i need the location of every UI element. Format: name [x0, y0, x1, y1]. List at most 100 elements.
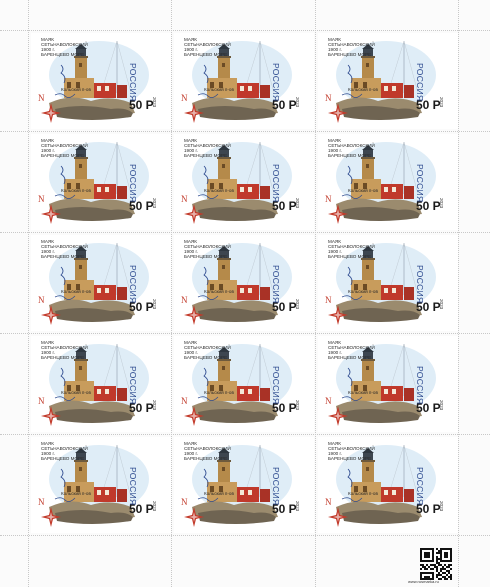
title-line-4: БАРЕНЦЕВО МОРЕ [41, 355, 85, 360]
country-label: РОССИЯ [128, 265, 138, 304]
denomination: 50 Р [416, 502, 441, 516]
title-line-4: БАРЕНЦЕВО МОРЕ [328, 254, 372, 259]
title-line-2: СЕТЬНАВОЛОКСКИЙ [184, 446, 231, 451]
compass-letter: N [325, 93, 332, 103]
title-line-1: МАЯК [328, 441, 341, 446]
denomination: 50 Р [272, 300, 297, 314]
title-line-3: 1900 г. [184, 350, 198, 355]
perforation-line-vertical [28, 0, 29, 587]
compass-letter: N [181, 295, 188, 305]
stamp: МАЯК СЕТЬНАВОЛОКСКИЙ 1900 г. БАРЕНЦЕВО М… [174, 437, 314, 533]
country-label: РОССИЯ [128, 164, 138, 203]
compass-letter: N [38, 295, 45, 305]
stamp: МАЯК СЕТЬНАВОЛОКСКИЙ 1900 г. БАРЕНЦЕВО М… [31, 437, 171, 533]
title-line-2: СЕТЬНАВОЛОКСКИЙ [41, 345, 88, 350]
lighthouse-illustration [184, 444, 292, 527]
stamp: МАЯК СЕТЬНАВОЛОКСКИЙ 1900 г. БАРЕНЦЕВО М… [318, 134, 458, 230]
title-line-1: МАЯК [328, 340, 341, 345]
title-line-3: 1900 г. [41, 47, 55, 52]
lighthouse-illustration [328, 343, 436, 426]
country-label: РОССИЯ [271, 265, 281, 304]
place-label: Кольский п-ов [348, 491, 378, 496]
title-line-3: 1900 г. [328, 451, 342, 456]
stamp: МАЯК СЕТЬНАВОЛОКСКИЙ 1900 г. БАРЕНЦЕВО М… [174, 33, 314, 129]
title-line-1: МАЯК [41, 239, 54, 244]
lighthouse-illustration [184, 343, 292, 426]
perforation-line-horizontal [0, 30, 490, 31]
country-label: РОССИЯ [415, 164, 425, 203]
compass-letter: N [38, 194, 45, 204]
denomination: 50 Р [416, 98, 441, 112]
title-line-4: БАРЕНЦЕВО МОРЕ [41, 52, 85, 57]
lighthouse-illustration [184, 141, 292, 224]
stamp: МАЯК СЕТЬНАВОЛОКСКИЙ 1900 г. БАРЕНЦЕВО М… [318, 33, 458, 129]
title-line-1: МАЯК [328, 239, 341, 244]
year-label: 2023 [152, 299, 157, 310]
title-line-2: СЕТЬНАВОЛОКСКИЙ [328, 446, 375, 451]
title-line-4: БАРЕНЦЕВО МОРЕ [184, 355, 228, 360]
lighthouse-illustration [41, 343, 149, 426]
lighthouse-illustration [328, 242, 436, 325]
title-line-1: МАЯК [41, 441, 54, 446]
lighthouse-illustration [41, 444, 149, 527]
title-line-2: СЕТЬНАВОЛОКСКИЙ [328, 143, 375, 148]
title-line-2: СЕТЬНАВОЛОКСКИЙ [184, 345, 231, 350]
title-line-2: СЕТЬНАВОЛОКСКИЙ [41, 42, 88, 47]
title-line-4: БАРЕНЦЕВО МОРЕ [41, 456, 85, 461]
year-label: 2023 [439, 299, 444, 310]
place-label: Кольский п-ов [348, 289, 378, 294]
title-line-3: 1900 г. [184, 451, 198, 456]
title-line-2: СЕТЬНАВОЛОКСКИЙ [41, 143, 88, 148]
country-label: РОССИЯ [415, 467, 425, 506]
year-label: 2023 [295, 501, 300, 512]
qr-url-text: www.rusmarka.ru [408, 579, 439, 584]
perforation-line-horizontal [0, 535, 490, 536]
stamp: МАЯК СЕТЬНАВОЛОКСКИЙ 1900 г. БАРЕНЦЕВО М… [31, 33, 171, 129]
title-line-3: 1900 г. [328, 148, 342, 153]
compass-letter: N [181, 194, 188, 204]
qr-code [420, 548, 452, 580]
perforation-line-horizontal [0, 333, 490, 334]
place-label: Кольский п-ов [204, 289, 234, 294]
title-line-1: МАЯК [184, 340, 197, 345]
year-label: 2023 [295, 97, 300, 108]
year-label: 2023 [152, 501, 157, 512]
year-label: 2023 [439, 400, 444, 411]
title-line-1: МАЯК [184, 138, 197, 143]
lighthouse-illustration [328, 141, 436, 224]
title-line-3: 1900 г. [184, 47, 198, 52]
country-label: РОССИЯ [271, 63, 281, 102]
perforation-line-vertical [315, 0, 316, 587]
stamp: МАЯК СЕТЬНАВОЛОКСКИЙ 1900 г. БАРЕНЦЕВО М… [31, 336, 171, 432]
perforation-line-horizontal [0, 131, 490, 132]
title-line-2: СЕТЬНАВОЛОКСКИЙ [41, 244, 88, 249]
title-line-1: МАЯК [184, 239, 197, 244]
title-line-4: БАРЕНЦЕВО МОРЕ [184, 456, 228, 461]
stamp: МАЯК СЕТЬНАВОЛОКСКИЙ 1900 г. БАРЕНЦЕВО М… [318, 235, 458, 331]
title-line-1: МАЯК [328, 37, 341, 42]
title-line-3: 1900 г. [328, 47, 342, 52]
denomination: 50 Р [272, 401, 297, 415]
compass-letter: N [325, 497, 332, 507]
country-label: РОССИЯ [415, 63, 425, 102]
stamp: МАЯК СЕТЬНАВОЛОКСКИЙ 1900 г. БАРЕНЦЕВО М… [174, 235, 314, 331]
year-label: 2023 [152, 198, 157, 209]
place-label: Кольский п-ов [348, 390, 378, 395]
place-label: Кольский п-ов [348, 188, 378, 193]
lighthouse-illustration [184, 242, 292, 325]
year-label: 2023 [295, 198, 300, 209]
year-label: 2023 [152, 97, 157, 108]
place-label: Кольский п-ов [61, 390, 91, 395]
denomination: 50 Р [416, 300, 441, 314]
denomination: 50 Р [416, 401, 441, 415]
title-line-4: БАРЕНЦЕВО МОРЕ [41, 153, 85, 158]
perforation-line-vertical [171, 0, 172, 587]
year-label: 2023 [152, 400, 157, 411]
country-label: РОССИЯ [415, 366, 425, 405]
title-line-2: СЕТЬНАВОЛОКСКИЙ [328, 42, 375, 47]
place-label: Кольский п-ов [204, 491, 234, 496]
country-label: РОССИЯ [128, 467, 138, 506]
perforation-line-vertical [458, 0, 459, 587]
place-label: Кольский п-ов [204, 87, 234, 92]
perforation-line-horizontal [0, 232, 490, 233]
